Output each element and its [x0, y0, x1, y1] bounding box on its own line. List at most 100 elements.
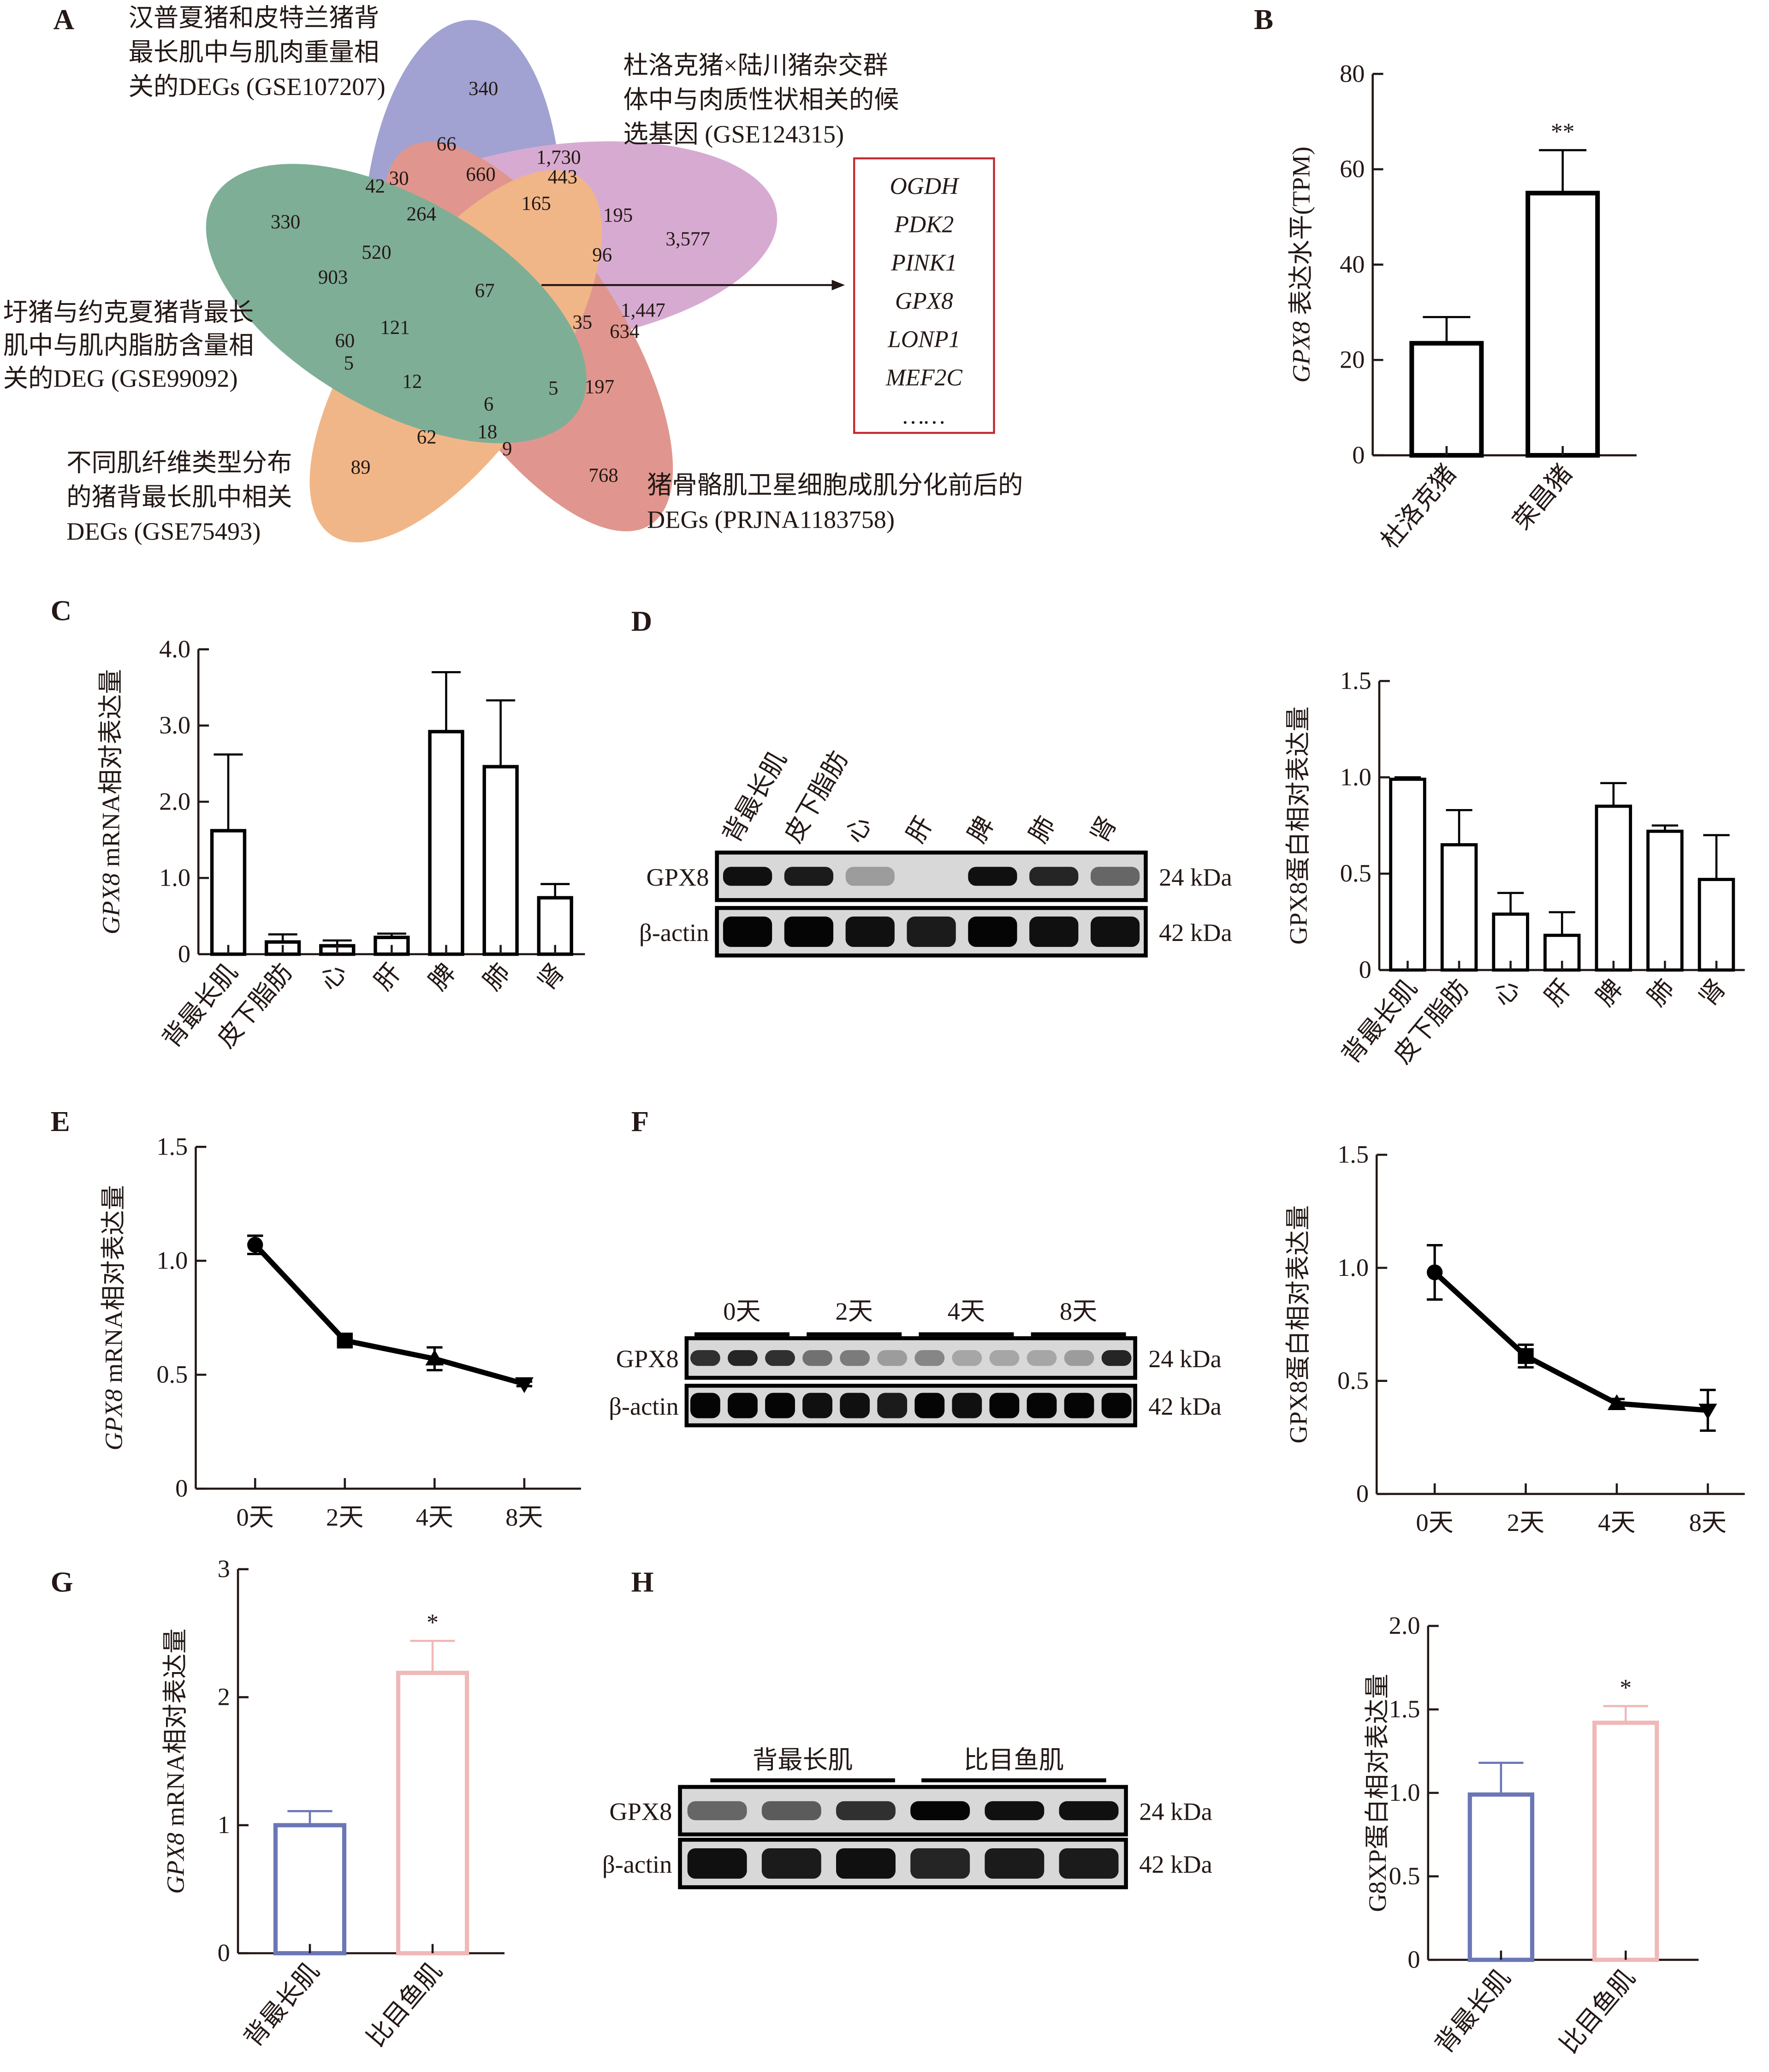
blot-band [989, 1393, 1020, 1418]
x-tick-label: 杜洛克猪 [1376, 459, 1461, 554]
x-tick-label: 心 [315, 959, 352, 995]
venn-count: 66 [437, 133, 457, 155]
blot-lane-label: 肺 [1024, 812, 1061, 847]
y-axis-label-gene: GPX8 [97, 873, 125, 935]
svg-text:关的DEG (GSE99092): 关的DEG (GSE99092) [3, 364, 238, 392]
x-tick-label: 2天 [1507, 1509, 1545, 1536]
blot-group-label: 4天 [948, 1298, 985, 1325]
chart-c: 01.02.03.04.0GPX8 mRNA相对表达量背最长肌皮下脂肪心肝脾肺肾 [97, 635, 585, 1053]
blot-band [1090, 867, 1140, 886]
blot-band [1101, 1350, 1132, 1366]
blot-kda-label: 24 kDa [1159, 863, 1232, 891]
blot-row-label: GPX8 [647, 863, 709, 891]
blot-group-label: 比目鱼肌 [964, 1746, 1064, 1774]
y-tick-label: 0 [1359, 956, 1371, 983]
blot-band [784, 917, 834, 947]
blot-row-label: GPX8 [609, 1798, 672, 1826]
blot-band [687, 1801, 747, 1821]
blot-band [989, 1350, 1020, 1366]
blot-row-gpx8 [678, 1785, 1128, 1837]
point-marker [1518, 1348, 1534, 1364]
venn-count: 12 [402, 371, 422, 393]
blot-band [952, 1393, 982, 1418]
y-tick-label: 1.5 [1340, 667, 1371, 695]
point-marker [425, 1349, 444, 1366]
y-axis-label: GPX8 mRNA相对表达量 [162, 1629, 190, 1894]
x-tick-label: 背最长肌 [239, 1958, 325, 2052]
blot-band [910, 1848, 970, 1879]
blot-band [1059, 1801, 1119, 1821]
bar [273, 1823, 347, 1956]
blot-band [914, 1350, 945, 1366]
blot-band [728, 1350, 758, 1366]
x-tick-label: 脾 [424, 959, 461, 995]
x-tick-label: 4天 [416, 1503, 454, 1531]
y-tick-label: 0.5 [1337, 1367, 1369, 1394]
gene-list: OGDH PDK2 PINK1 GPX8 LONP1 MEF2C …… [885, 173, 963, 429]
venn-count: 121 [380, 317, 410, 339]
svg-text:关的DEGs (GSE107207): 关的DEGs (GSE107207) [129, 73, 386, 101]
bar [1389, 777, 1426, 972]
svg-text:DEGs (GSE75493): DEGs (GSE75493) [66, 518, 261, 545]
y-axis-label-text: G8XP蛋白相对表达量 [1364, 1674, 1391, 1912]
gene-item: OGDH [890, 173, 960, 200]
venn-count: 5 [344, 352, 354, 374]
western-blot-d: GPX8 24 kDaβ-actin 42 kDa背最长肌皮下脂肪心肝脾肺肾 [639, 747, 1232, 958]
blot-row-label: GPX8 [616, 1345, 679, 1373]
y-tick-label: 1.0 [1337, 1254, 1369, 1281]
bar [482, 765, 519, 956]
x-tick-label: 肾 [533, 959, 570, 995]
blot-band [877, 1393, 908, 1418]
blot-band [723, 917, 772, 947]
point-marker [1426, 1264, 1443, 1280]
blot-lane-label: 肝 [902, 812, 938, 847]
chart-e: 0 0.5 1.0 1.5 GPX8 mRNA相对表达量 0天 2天 4天 8天 [100, 1133, 581, 1531]
x-tick-label: 肝 [369, 959, 407, 995]
blot-band [910, 1801, 970, 1821]
x-tick-label: 心 [1488, 974, 1526, 1011]
blot-band [1027, 1393, 1057, 1418]
y-axis-label-text: GPX8蛋白相对表达量 [1285, 706, 1312, 944]
bar [210, 829, 247, 956]
venn-count: 60 [335, 330, 355, 351]
blot-group-label: 背最长肌 [753, 1746, 853, 1774]
panel-label-d: D [631, 605, 652, 637]
blot-kda-label: 24 kDa [1148, 1345, 1222, 1373]
y-tick-label: 1.5 [156, 1133, 188, 1161]
venn-count: 634 [610, 321, 639, 342]
blot-band [952, 1350, 982, 1366]
venn-set-gse99092 [206, 164, 587, 443]
blot-band [1029, 917, 1079, 947]
svg-text:最长肌中与肌肉重量相: 最长肌中与肌肉重量相 [129, 39, 380, 66]
blot-kda-label: 24 kDa [1139, 1798, 1212, 1826]
blot-band [836, 1848, 896, 1879]
chart-f: 0 0.5 1.0 1.5 GPX8蛋白相对表达量 0天 2天 4天 8天 [1285, 1141, 1745, 1536]
blot-band [968, 867, 1017, 886]
y-tick-label: 4.0 [159, 635, 190, 663]
venn-count: 443 [548, 167, 577, 188]
significance-marker: * [427, 1609, 439, 1636]
venn-count: 165 [521, 193, 551, 214]
venn-count: 264 [407, 203, 436, 225]
blot-band [765, 1393, 795, 1418]
x-tick-label: 0天 [1416, 1509, 1454, 1536]
blot-group-label: 0天 [723, 1298, 761, 1325]
y-axis-label-text: mRNA相对表达量 [97, 669, 125, 873]
blot-band [985, 1801, 1045, 1821]
y-tick-label: 1.5 [1389, 1695, 1420, 1723]
chart-d: 00.51.01.5GPX8蛋白相对表达量背最长肌皮下脂肪心肝脾肺肾 [1285, 667, 1745, 1069]
y-tick-label: 0 [1352, 441, 1365, 469]
bar [1698, 878, 1735, 972]
panel-label-g: G [51, 1566, 73, 1598]
venn-count: 197 [585, 376, 614, 398]
svg-text:汉普夏猪和皮特兰猪背: 汉普夏猪和皮特兰猪背 [129, 4, 380, 32]
venn-count: 903 [318, 267, 348, 288]
venn-count: 768 [588, 464, 618, 486]
panel-label-f: F [631, 1105, 649, 1137]
y-tick-label: 1.0 [159, 864, 190, 892]
blot-row-actin [684, 1383, 1137, 1428]
blot-band [723, 867, 772, 886]
y-tick-label: 1.0 [1389, 1779, 1420, 1806]
panel-label-e: E [51, 1105, 70, 1137]
